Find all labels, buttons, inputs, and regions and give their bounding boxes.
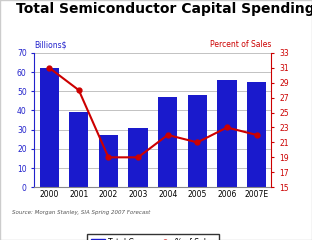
Bar [247, 82, 266, 187]
Bar [188, 95, 207, 187]
Bar [129, 128, 148, 187]
Bar [99, 135, 118, 187]
Text: Source: Morgan Stanley, SIA Spring 2007 Forecast: Source: Morgan Stanley, SIA Spring 2007 … [12, 210, 151, 215]
Text: Billions$: Billions$ [34, 40, 67, 49]
Text: 6: 6 [296, 228, 300, 234]
Text: Total Semiconductor Capital Spending: Total Semiconductor Capital Spending [16, 2, 312, 16]
Text: 6/13/2007: 6/13/2007 [9, 228, 37, 234]
Bar [69, 112, 88, 187]
Text: Percent of Sales: Percent of Sales [210, 40, 271, 49]
Legend: Total Capex, % of Sales: Total Capex, % of Sales [87, 234, 219, 240]
Bar [217, 80, 236, 187]
Bar [158, 97, 177, 187]
Bar [40, 68, 59, 187]
